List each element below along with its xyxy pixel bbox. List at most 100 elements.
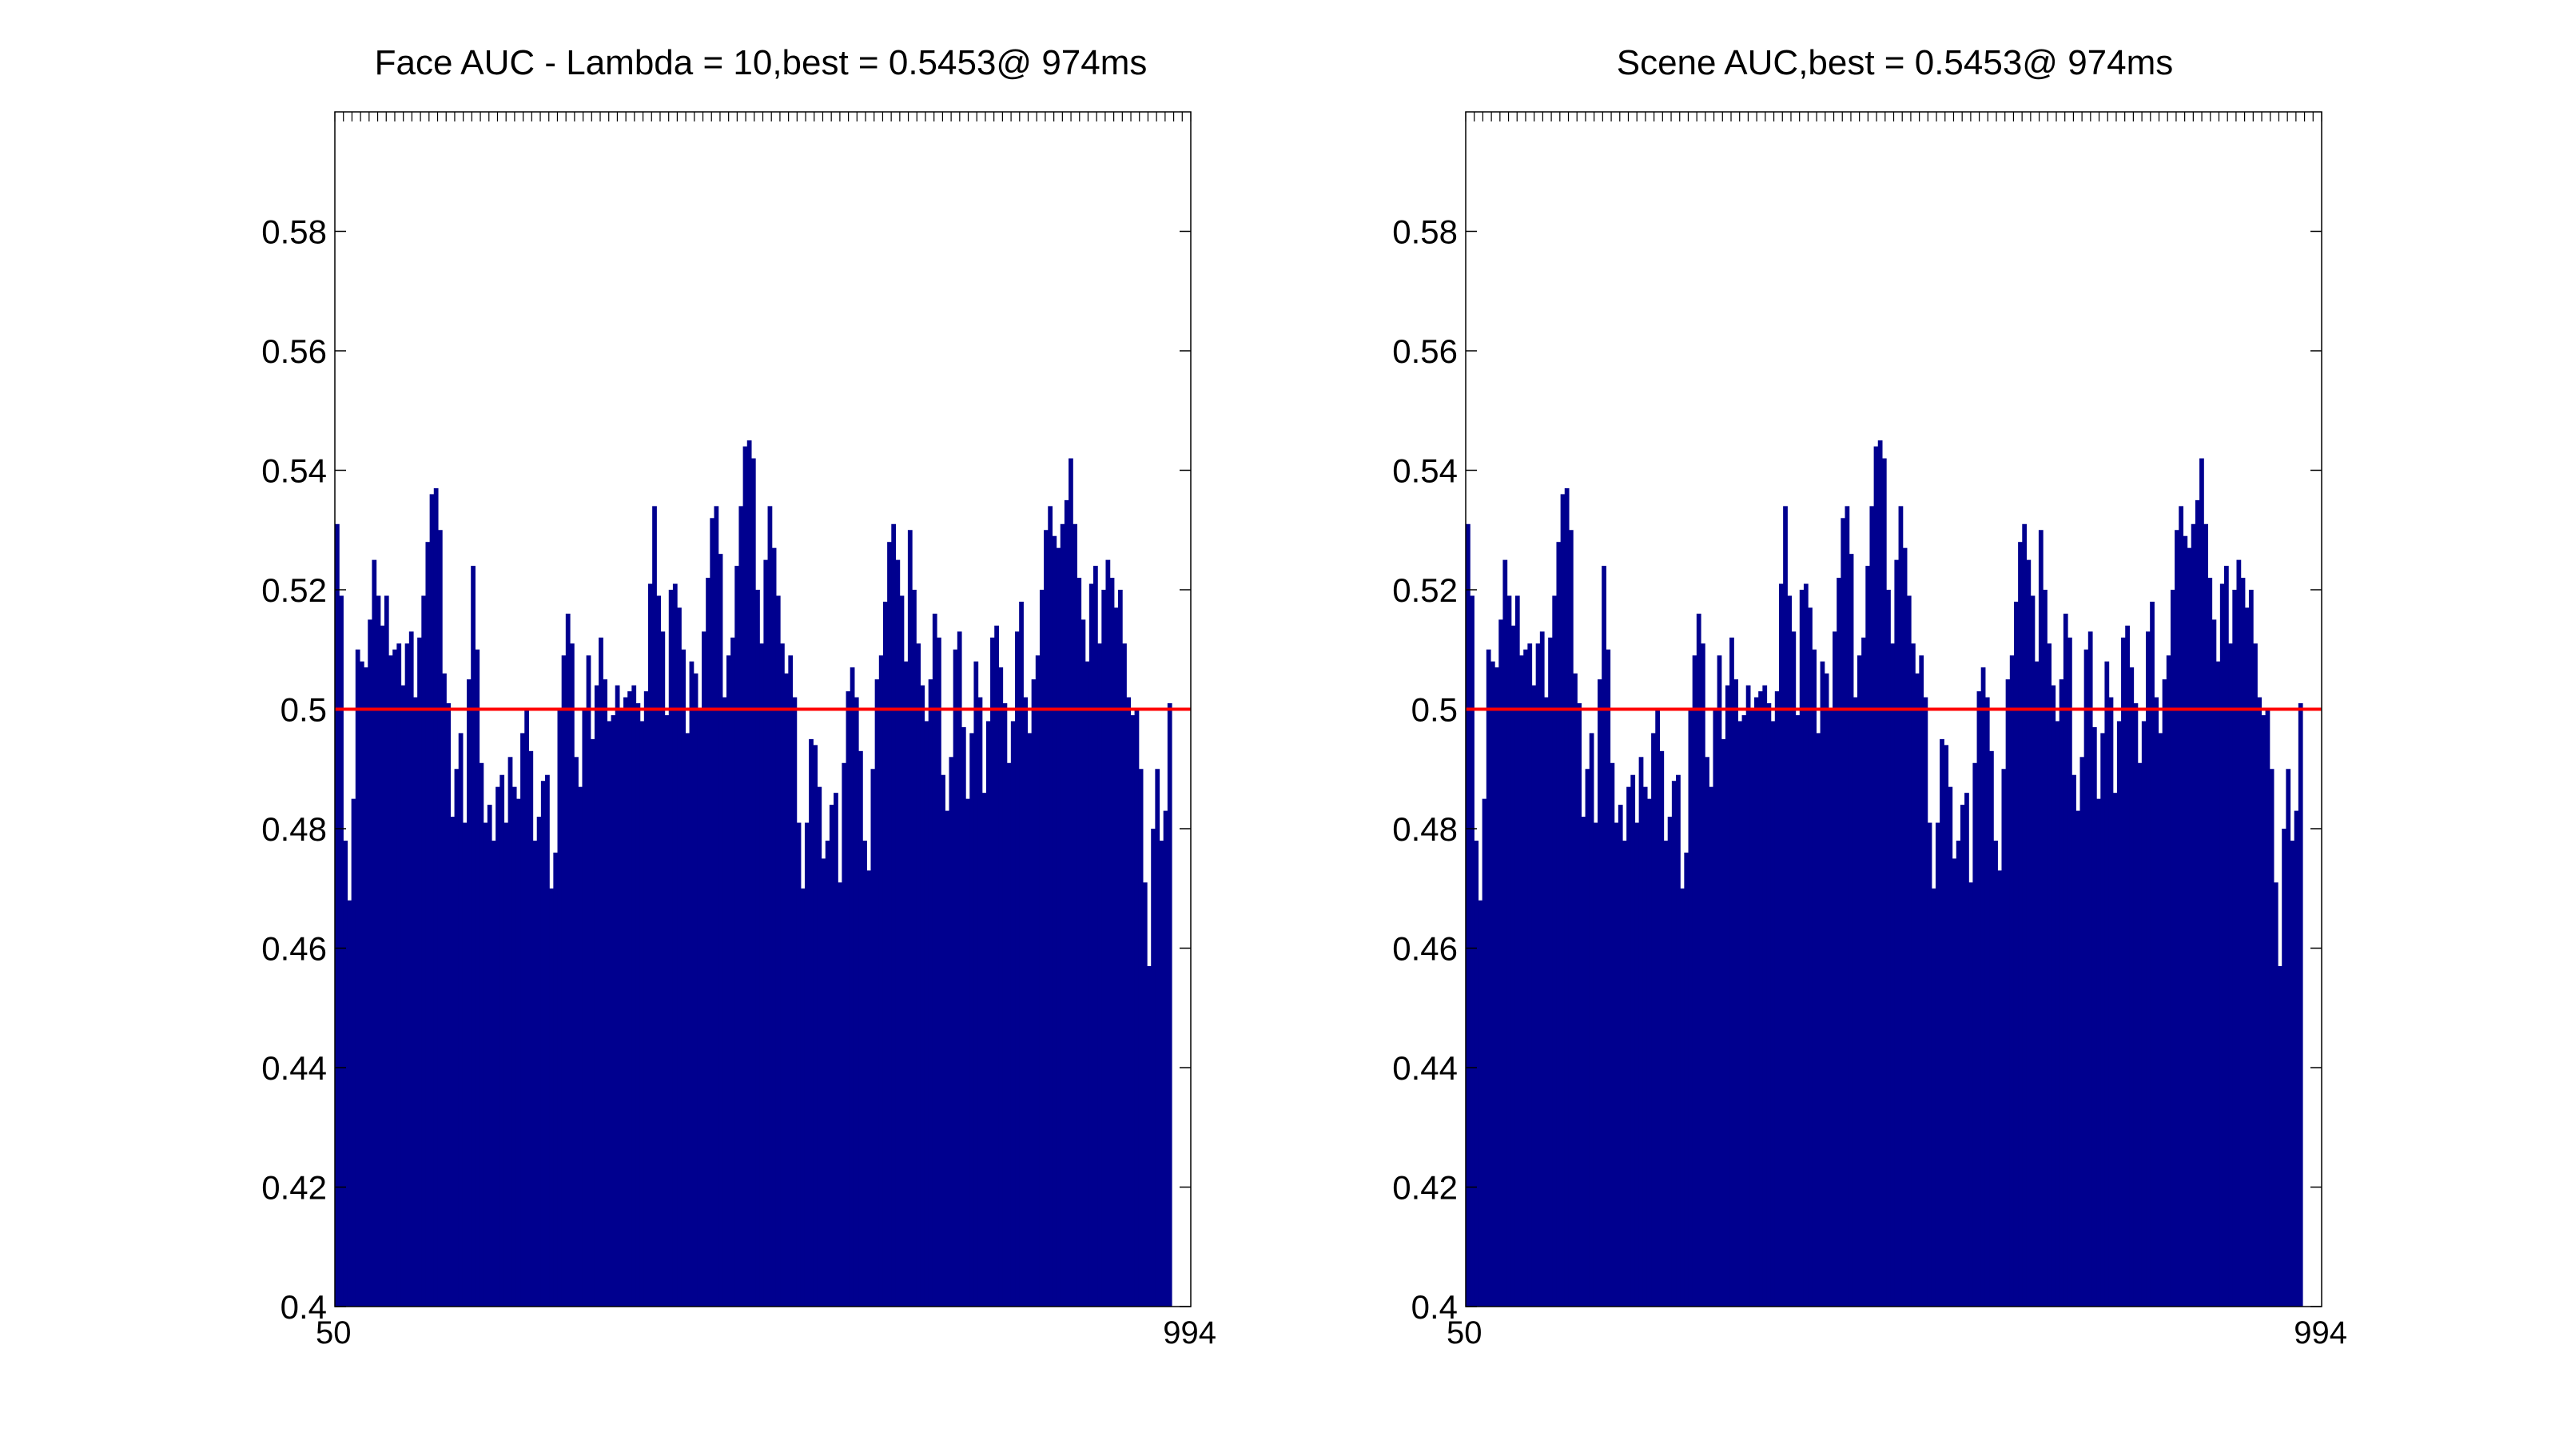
scene-auc-x-axis: 50 994 bbox=[1447, 1315, 2347, 1351]
scene-auc-bar bbox=[1754, 697, 1759, 1307]
face-auc-bar bbox=[771, 547, 777, 1307]
scene-auc-bar bbox=[2253, 643, 2258, 1307]
scene-auc-bar bbox=[2298, 703, 2303, 1307]
face-auc-bar bbox=[1101, 590, 1107, 1307]
face-auc-bar bbox=[866, 870, 872, 1307]
scene-auc-bar bbox=[1646, 798, 1652, 1307]
face-auc-bar bbox=[404, 643, 410, 1307]
scene-auc-bar bbox=[1667, 817, 1673, 1307]
scene-auc-bar bbox=[2005, 679, 2011, 1307]
face-auc-bar bbox=[825, 840, 830, 1307]
scene-auc-bar bbox=[1506, 595, 1512, 1307]
face-auc-bar bbox=[623, 697, 628, 1307]
face-auc-bar bbox=[335, 523, 340, 1307]
face-auc-bar bbox=[924, 721, 929, 1307]
face-auc-bar bbox=[734, 566, 740, 1307]
scene-auc-bar bbox=[1655, 709, 1661, 1307]
scene-auc-bar bbox=[2290, 840, 2295, 1307]
scene-auc-bar bbox=[1510, 625, 1516, 1307]
scene-auc-panel: Scene AUC,best = 0.5453@ 974ms 0.40.420.… bbox=[1392, 43, 2347, 1351]
face-auc-bar bbox=[1023, 697, 1029, 1307]
face-auc-bar bbox=[483, 822, 488, 1307]
scene-auc-bar bbox=[2224, 566, 2229, 1307]
scene-auc-bar bbox=[2215, 661, 2221, 1307]
scene-auc-bar bbox=[1861, 637, 1866, 1307]
scene-auc-bar bbox=[2063, 613, 2068, 1307]
face-auc-bar bbox=[1073, 523, 1077, 1307]
scene-auc-bar bbox=[1741, 714, 1747, 1307]
face-auc-ytick-label: 0.42 bbox=[261, 1169, 327, 1207]
face-auc-bar bbox=[677, 607, 682, 1307]
face-auc-bar bbox=[706, 578, 710, 1307]
scene-auc-ytick-label: 0.56 bbox=[1392, 332, 1458, 370]
scene-auc-bar bbox=[1502, 559, 1508, 1307]
face-auc-bar bbox=[693, 673, 698, 1307]
face-auc-bar bbox=[1130, 714, 1136, 1307]
scene-auc-bar bbox=[1774, 691, 1780, 1307]
face-auc-bar bbox=[842, 762, 847, 1307]
face-auc-bar bbox=[611, 714, 616, 1307]
scene-auc-bar bbox=[1671, 781, 1677, 1307]
scene-auc-bar bbox=[2009, 655, 2015, 1307]
face-auc-bar bbox=[619, 709, 624, 1307]
scene-auc-bar bbox=[1725, 685, 1730, 1307]
face-auc-bar bbox=[887, 542, 892, 1307]
face-auc-bar bbox=[1126, 697, 1132, 1307]
face-auc-bar bbox=[388, 655, 393, 1307]
scene-auc-bar bbox=[2038, 530, 2044, 1307]
face-auc-bar bbox=[920, 685, 925, 1307]
scene-auc-bar bbox=[2207, 578, 2213, 1307]
scene-auc-bar bbox=[1894, 559, 1900, 1307]
face-auc-axes-frame bbox=[334, 111, 1192, 1307]
scene-auc-bar bbox=[1700, 643, 1705, 1307]
face-auc-bar bbox=[697, 709, 702, 1307]
face-auc-bar bbox=[433, 487, 439, 1307]
face-auc-bar bbox=[499, 774, 505, 1307]
face-auc-bar bbox=[458, 733, 464, 1307]
face-auc-bar bbox=[359, 661, 364, 1307]
face-auc-bar bbox=[1002, 703, 1008, 1307]
scene-auc-bar bbox=[1762, 685, 1768, 1307]
face-auc-bar bbox=[990, 637, 995, 1307]
face-auc-bar bbox=[1048, 506, 1053, 1307]
face-auc-bar bbox=[759, 643, 764, 1307]
scene-auc-bar bbox=[2026, 559, 2032, 1307]
scene-auc-bar bbox=[2187, 547, 2192, 1307]
scene-auc-ytick-label: 0.5 bbox=[1411, 691, 1458, 729]
face-auc-bar bbox=[569, 643, 575, 1307]
scene-auc-ytick-label: 0.54 bbox=[1392, 452, 1458, 490]
face-auc-bar bbox=[639, 721, 645, 1307]
scene-auc-bar bbox=[1906, 595, 1912, 1307]
scene-auc-bar bbox=[2030, 595, 2036, 1307]
face-auc-bar bbox=[681, 649, 686, 1307]
scene-auc-bar bbox=[1948, 786, 1953, 1307]
scene-auc-bar bbox=[2133, 703, 2139, 1307]
scene-auc-bar bbox=[2203, 523, 2208, 1307]
face-auc-bar bbox=[1122, 643, 1127, 1307]
face-auc-bar bbox=[1027, 733, 1033, 1307]
face-auc-bar bbox=[376, 595, 381, 1307]
scene-auc-bar bbox=[1696, 613, 1701, 1307]
scene-auc-bar bbox=[1622, 840, 1627, 1307]
face-auc-bar bbox=[532, 840, 538, 1307]
scene-auc-bar bbox=[1778, 583, 1784, 1307]
face-auc-bar bbox=[973, 661, 979, 1307]
scene-auc-bar bbox=[2273, 882, 2278, 1307]
face-auc-bar bbox=[417, 637, 422, 1307]
face-auc-bar bbox=[503, 822, 509, 1307]
scene-auc-bar bbox=[2248, 590, 2254, 1307]
scene-auc-bar bbox=[1651, 733, 1656, 1307]
face-auc-bar bbox=[1060, 523, 1065, 1307]
scene-auc-bar bbox=[2236, 559, 2242, 1307]
face-auc-bar bbox=[528, 750, 534, 1307]
scene-auc-bar bbox=[1519, 655, 1524, 1307]
face-auc-bar bbox=[372, 559, 377, 1307]
face-auc-bar bbox=[722, 697, 727, 1307]
face-auc-bar bbox=[726, 655, 731, 1307]
scene-auc-bar bbox=[2083, 649, 2089, 1307]
scene-auc-bar bbox=[1659, 750, 1665, 1307]
scene-auc-bar bbox=[1593, 822, 1598, 1307]
face-auc-bar bbox=[916, 643, 921, 1307]
scene-auc-ytick-label: 0.52 bbox=[1392, 571, 1458, 609]
scene-auc-bar bbox=[2013, 601, 2019, 1307]
